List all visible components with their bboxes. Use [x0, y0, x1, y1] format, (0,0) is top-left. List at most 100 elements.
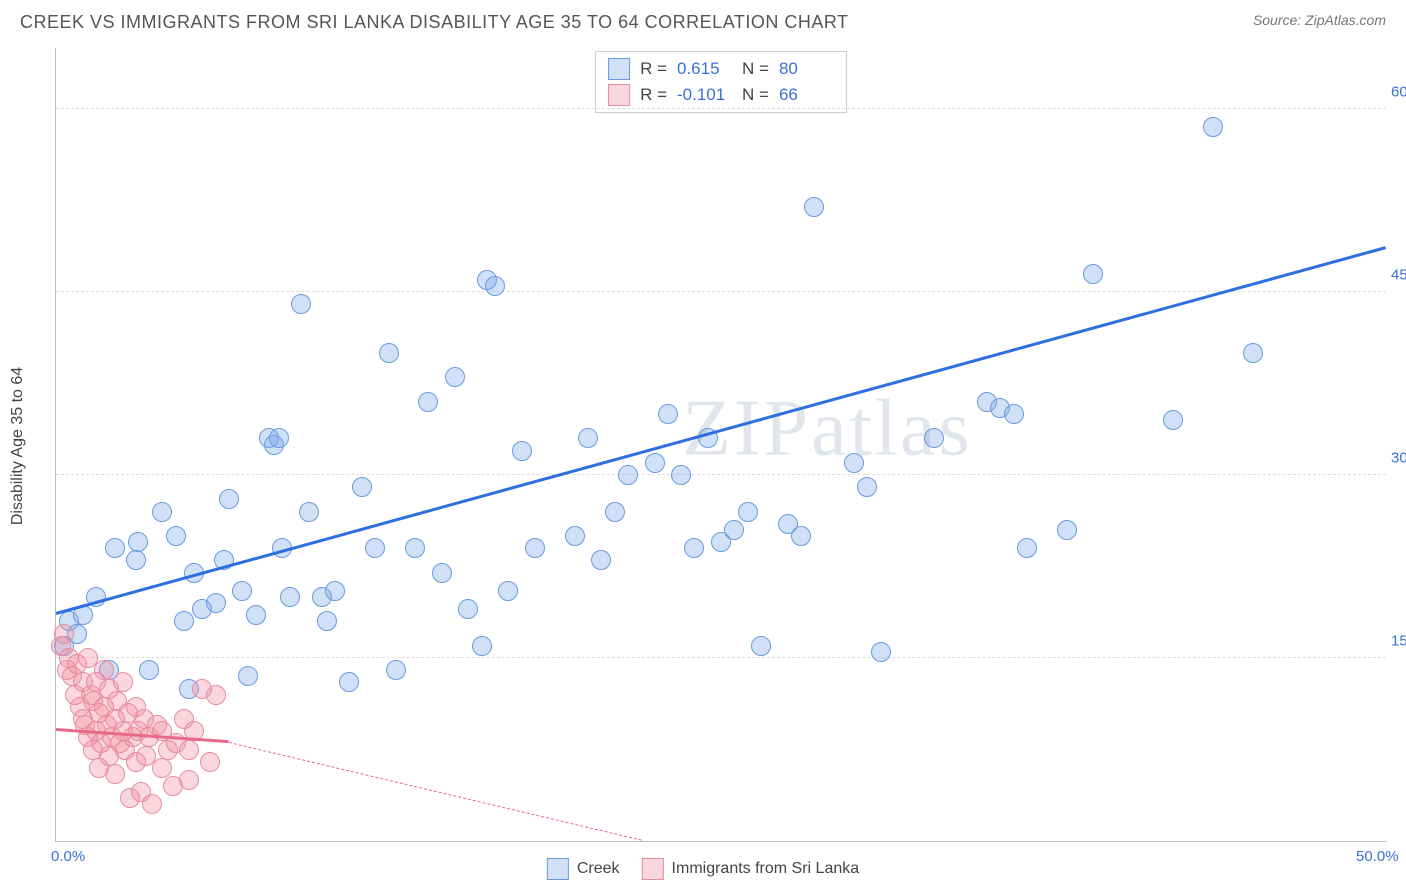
gridline — [56, 474, 1386, 475]
legend-item: Creek — [547, 858, 620, 880]
y-tick-label: 45.0% — [1391, 267, 1406, 284]
creek-point — [238, 666, 258, 686]
chart-title: CREEK VS IMMIGRANTS FROM SRI LANKA DISAB… — [20, 12, 849, 33]
creek-point — [671, 465, 691, 485]
x-tick-label: 50.0% — [1356, 848, 1399, 865]
creek-point — [152, 502, 172, 522]
creek-point — [166, 526, 186, 546]
creek-point — [432, 563, 452, 583]
creek-point — [1017, 538, 1037, 558]
gridline — [56, 657, 1386, 658]
sri-regression-extrapolation — [229, 742, 642, 841]
gridline — [56, 108, 1386, 109]
sri-point — [200, 752, 220, 772]
creek-point — [126, 550, 146, 570]
watermark-bold: ZIP — [682, 384, 811, 472]
creek-point — [684, 538, 704, 558]
sri-point — [113, 672, 133, 692]
creek-point — [174, 611, 194, 631]
creek-point — [1057, 520, 1077, 540]
x-tick-label: 0.0% — [51, 848, 85, 865]
legend-item: Immigrants from Sri Lanka — [642, 858, 860, 880]
y-tick-label: 30.0% — [1391, 450, 1406, 467]
sri-point — [179, 740, 199, 760]
creek-point — [1243, 343, 1263, 363]
legend-swatch — [608, 58, 630, 80]
creek-point — [246, 605, 266, 625]
chart-plot-area: ZIPatlas R =0.615N =80R =-0.101N =66 15.… — [55, 48, 1386, 842]
creek-point — [128, 532, 148, 552]
creek-point — [299, 502, 319, 522]
n-label: N = — [742, 85, 769, 105]
r-label: R = — [640, 85, 667, 105]
sri-point — [152, 758, 172, 778]
n-value: 66 — [779, 85, 834, 105]
creek-point — [472, 636, 492, 656]
series-legend: Creek Immigrants from Sri Lanka — [547, 858, 859, 880]
creek-point — [751, 636, 771, 656]
creek-point — [857, 477, 877, 497]
creek-point — [1083, 264, 1103, 284]
creek-point — [525, 538, 545, 558]
sri-point — [54, 624, 74, 644]
legend-swatch — [547, 858, 569, 880]
creek-point — [658, 404, 678, 424]
creek-point — [645, 453, 665, 473]
n-label: N = — [742, 59, 769, 79]
creek-point — [280, 587, 300, 607]
creek-point — [418, 392, 438, 412]
creek-point — [379, 343, 399, 363]
creek-point — [405, 538, 425, 558]
creek-point — [291, 294, 311, 314]
creek-point — [498, 581, 518, 601]
creek-point — [578, 428, 598, 448]
creek-point — [1203, 117, 1223, 137]
creek-point — [605, 502, 625, 522]
creek-point — [317, 611, 337, 631]
legend-row: R = -0.101 N = 66 — [608, 82, 834, 108]
creek-point — [791, 526, 811, 546]
n-value: 80 — [779, 59, 834, 79]
sri-point — [206, 685, 226, 705]
creek-point — [565, 526, 585, 546]
creek-point — [219, 489, 239, 509]
chart-source: Source: ZipAtlas.com — [1253, 12, 1386, 28]
creek-point — [591, 550, 611, 570]
creek-point — [618, 465, 638, 485]
r-value: -0.101 — [677, 85, 732, 105]
creek-point — [339, 672, 359, 692]
creek-point — [365, 538, 385, 558]
sri-point — [179, 770, 199, 790]
y-axis-label: Disability Age 35 to 64 — [9, 367, 27, 525]
creek-point — [1004, 404, 1024, 424]
sri-point — [94, 660, 114, 680]
creek-point — [386, 660, 406, 680]
creek-point — [485, 276, 505, 296]
creek-point — [232, 581, 252, 601]
creek-point — [445, 367, 465, 387]
creek-point — [206, 593, 226, 613]
creek-point — [458, 599, 478, 619]
gridline — [56, 291, 1386, 292]
creek-point — [325, 581, 345, 601]
creek-regression-line — [56, 246, 1387, 615]
creek-point — [871, 642, 891, 662]
creek-point — [844, 453, 864, 473]
legend-label: Creek — [577, 860, 620, 878]
creek-point — [512, 441, 532, 461]
sri-point — [105, 764, 125, 784]
r-value: 0.615 — [677, 59, 732, 79]
y-tick-label: 60.0% — [1391, 84, 1406, 101]
creek-point — [738, 502, 758, 522]
creek-point — [1163, 410, 1183, 430]
creek-point — [105, 538, 125, 558]
legend-swatch — [608, 84, 630, 106]
legend-swatch — [642, 858, 664, 880]
creek-point — [352, 477, 372, 497]
creek-point — [139, 660, 159, 680]
creek-point — [804, 197, 824, 217]
r-label: R = — [640, 59, 667, 79]
y-tick-label: 15.0% — [1391, 633, 1406, 650]
creek-point — [269, 428, 289, 448]
legend-label: Immigrants from Sri Lanka — [672, 860, 860, 878]
